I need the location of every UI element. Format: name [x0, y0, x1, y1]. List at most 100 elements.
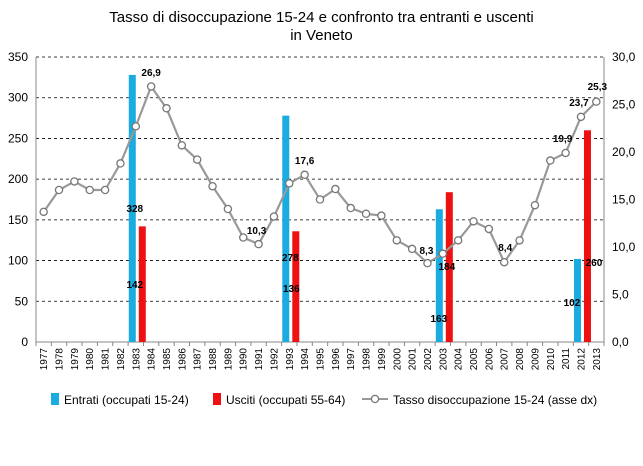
y-left-tick-label: 150: [8, 213, 28, 227]
y-left-tick-label: 0: [21, 335, 28, 349]
rate-point: [515, 236, 524, 245]
data-label: 260: [586, 258, 603, 269]
rate-point: [285, 179, 294, 188]
legend-swatch-entrati: [51, 393, 59, 405]
x-tick-label: 1986: [177, 348, 188, 371]
x-tick-label: 2004: [454, 348, 465, 371]
rate-point: [177, 141, 187, 150]
x-tick-label: 1997: [346, 348, 357, 371]
y-left-tick-label: 300: [8, 91, 28, 105]
rate-point: [592, 97, 601, 106]
x-tick-label: 1981: [101, 348, 112, 371]
data-label: 102: [564, 298, 581, 309]
rate-point: [530, 200, 540, 210]
x-tick-label: 1977: [39, 348, 50, 371]
x-tick-label: 2003: [438, 348, 449, 371]
y-right-tick-label: 15,0: [612, 193, 636, 207]
y-left-tick-label: 350: [8, 50, 28, 64]
x-tick-label: 1978: [55, 348, 66, 371]
x-tick-label: 2013: [592, 348, 603, 371]
x-tick-label: 2000: [392, 348, 403, 371]
y-right-tick-label: 30,0: [612, 50, 636, 64]
rate-point: [54, 185, 64, 195]
rate-point: [469, 217, 478, 226]
x-tick-label: 2012: [576, 348, 587, 371]
x-tick-label: 1996: [331, 348, 342, 371]
data-label: 23,7: [569, 98, 589, 109]
rate-point: [561, 148, 570, 158]
x-tick-label: 2001: [408, 348, 419, 371]
data-label: 278: [282, 253, 299, 264]
bar: [573, 258, 581, 342]
y-left-tick-label: 50: [15, 294, 29, 308]
rate-point: [85, 185, 94, 195]
x-tick-label: 2011: [561, 348, 572, 370]
rate-point: [192, 155, 202, 164]
y-left-tick-label: 200: [8, 172, 28, 186]
x-tick-label: 1980: [85, 348, 96, 371]
rate-point: [315, 195, 325, 204]
rate-line: [42, 84, 598, 265]
y-right-tick-label: 20,0: [612, 145, 636, 159]
rate-point: [499, 257, 509, 267]
x-tick-label: 2006: [484, 348, 495, 371]
x-tick-label: 1979: [70, 348, 81, 371]
rate-point: [438, 249, 448, 258]
x-tick-label: 2010: [546, 348, 557, 371]
x-tick-label: 1991: [254, 348, 265, 371]
x-tick-label: 1995: [316, 348, 327, 371]
rate-point: [131, 122, 141, 131]
rate-point: [254, 239, 263, 249]
rate-point: [223, 204, 233, 214]
legend-swatch-usciti: [213, 393, 221, 405]
x-tick-label: 2002: [423, 348, 434, 371]
bar: [435, 209, 443, 342]
y-right-tick-label: 5,0: [612, 288, 629, 302]
rate-point: [423, 258, 432, 268]
rate-point: [331, 184, 340, 194]
x-tick-label: 2008: [515, 348, 526, 371]
bar: [138, 226, 146, 342]
x-tick-label: 1999: [377, 348, 388, 371]
rate-point: [162, 104, 171, 113]
y-right-tick-label: 25,0: [612, 98, 636, 112]
data-label: 10,3: [247, 226, 267, 237]
x-tick-label: 1992: [269, 348, 280, 371]
y-right-tick-label: 10,0: [612, 240, 636, 254]
x-tick-label: 1990: [239, 348, 250, 371]
chart-title: Tasso di disoccupazione 15-24 e confront…: [109, 9, 534, 26]
x-tick-label: 1985: [162, 348, 173, 371]
rate-point: [484, 224, 494, 234]
rate-point: [116, 159, 125, 168]
rate-point: [546, 156, 555, 165]
x-tick-label: 2009: [530, 348, 541, 371]
data-label: 17,6: [295, 156, 315, 167]
rate-point: [346, 203, 355, 213]
bar: [445, 192, 453, 342]
rate-point: [300, 170, 309, 180]
data-label: 136: [283, 284, 300, 295]
data-label: 8,3: [420, 246, 434, 257]
data-label: 163: [430, 314, 447, 325]
legend-swatch-rate-marker: [370, 394, 380, 404]
chart-subtitle: in Veneto: [290, 27, 353, 44]
x-tick-label: 1983: [131, 348, 142, 371]
legend-label-usciti: Usciti (occupati 55-64): [226, 393, 345, 407]
rate-point: [146, 82, 156, 91]
bar: [292, 231, 300, 342]
rate-point: [238, 233, 248, 242]
x-tick-label: 1989: [223, 348, 234, 371]
bar: [128, 74, 136, 343]
legend-label-entrati: Entrati (occupati 15-24): [64, 393, 189, 407]
data-label: 26,9: [141, 68, 161, 79]
rate-point: [208, 181, 217, 191]
data-label: 25,3: [588, 82, 608, 93]
bar: [583, 130, 591, 342]
x-tick-label: 2007: [500, 348, 511, 371]
rate-point: [361, 209, 371, 218]
rate-point: [392, 236, 402, 245]
x-tick-label: 1993: [285, 348, 296, 371]
rate-point: [39, 207, 48, 217]
